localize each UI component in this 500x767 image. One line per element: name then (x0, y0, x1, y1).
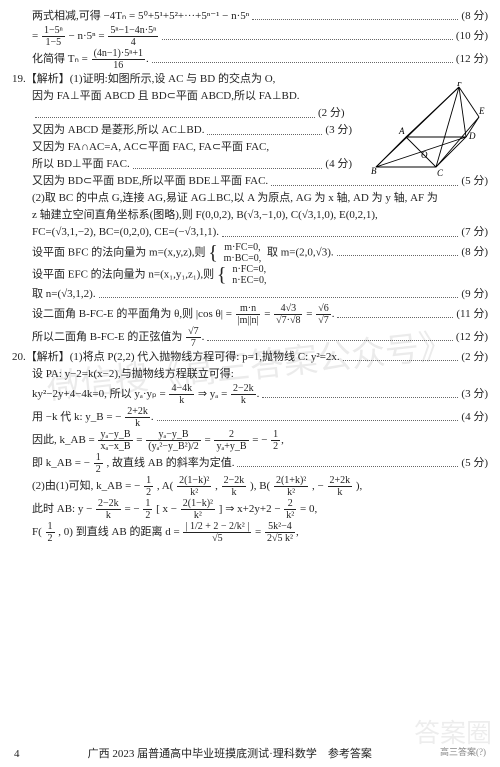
step-line: 化简得 Tₙ = (4n−1)·5ⁿ+116. (12 分) (12, 48, 488, 71)
leader-dots (152, 56, 453, 64)
points: (10 分) (456, 28, 488, 45)
leader-dots (252, 13, 458, 21)
math-text: = 1−5ⁿ1−5 − n·5ⁿ = 5ⁿ−1−4n·5ⁿ4 (32, 25, 159, 48)
math-text: 化简得 Tₙ = (4n−1)·5ⁿ+116. (32, 48, 149, 71)
footer-source: 高三答案(?) (440, 746, 486, 763)
math-text: 两式相减,可得 −4Tₙ = 5⁰+5¹+5²+···+5ⁿ⁻¹ − n·5ⁿ (32, 8, 249, 25)
svg-text:A: A (398, 126, 405, 136)
svg-text:F: F (456, 82, 463, 88)
step-line: 两式相减,可得 −4Tₙ = 5⁰+5¹+5²+···+5ⁿ⁻¹ − n·5ⁿ … (12, 8, 488, 25)
leader-dots (162, 33, 453, 41)
svg-text:E: E (478, 106, 485, 116)
svg-text:O: O (421, 150, 428, 160)
step-line: = 1−5ⁿ1−5 − n·5ⁿ = 5ⁿ−1−4n·5ⁿ4 (10 分) (12, 25, 488, 48)
points: (12 分) (456, 51, 488, 68)
svg-text:B: B (371, 166, 377, 176)
points: (8 分) (461, 8, 488, 25)
footer-title: 广西 2023 届普通高中毕业班摸底测试·理科数学 参考答案 (20, 746, 441, 763)
page-footer: 4 广西 2023 届普通高中毕业班摸底测试·理科数学 参考答案 高三答案(?) (0, 746, 500, 763)
svg-text:C: C (437, 168, 444, 178)
question-20: 20.【解析】(1)将点 P(2,2) 代入抛物线方程可得: p=1,抛物线 C… (12, 349, 488, 544)
svg-text:D: D (468, 131, 476, 141)
geometry-diagram: F E A D B C O (371, 82, 486, 187)
